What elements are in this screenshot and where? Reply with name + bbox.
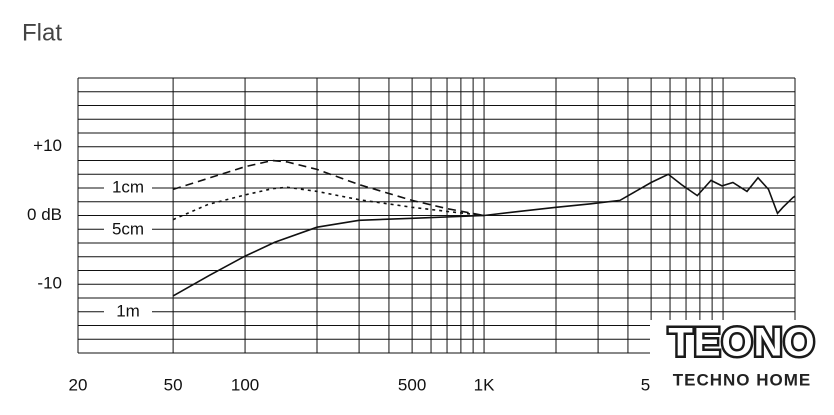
y-tick-label: -10	[37, 274, 62, 293]
label-bg	[104, 301, 152, 323]
series-label: 1m	[116, 301, 140, 320]
label-bg	[104, 219, 152, 241]
watermark-title: TEONO	[668, 321, 815, 365]
y-tick-label: 0 dB	[27, 205, 62, 224]
series-line	[172, 186, 485, 221]
watermark-subtitle: TECHNO HOME	[673, 370, 812, 389]
series-line	[172, 173, 796, 297]
x-tick-label: 500	[398, 375, 426, 394]
series-label: 1cm	[112, 177, 144, 196]
x-tick-label: 50	[164, 375, 183, 394]
y-tick-label: +10	[33, 136, 62, 155]
watermark: TEONO TECHNO HOME	[650, 318, 834, 415]
watermark-bg	[650, 320, 834, 415]
series-label: 5cm	[112, 219, 144, 238]
x-tick-label: 1K	[474, 375, 495, 394]
x-tick-label: 20	[69, 375, 88, 394]
series-line	[172, 159, 485, 217]
x-tick-label: 100	[231, 375, 259, 394]
chart-title: Flat	[22, 19, 62, 46]
label-bg	[104, 177, 152, 199]
